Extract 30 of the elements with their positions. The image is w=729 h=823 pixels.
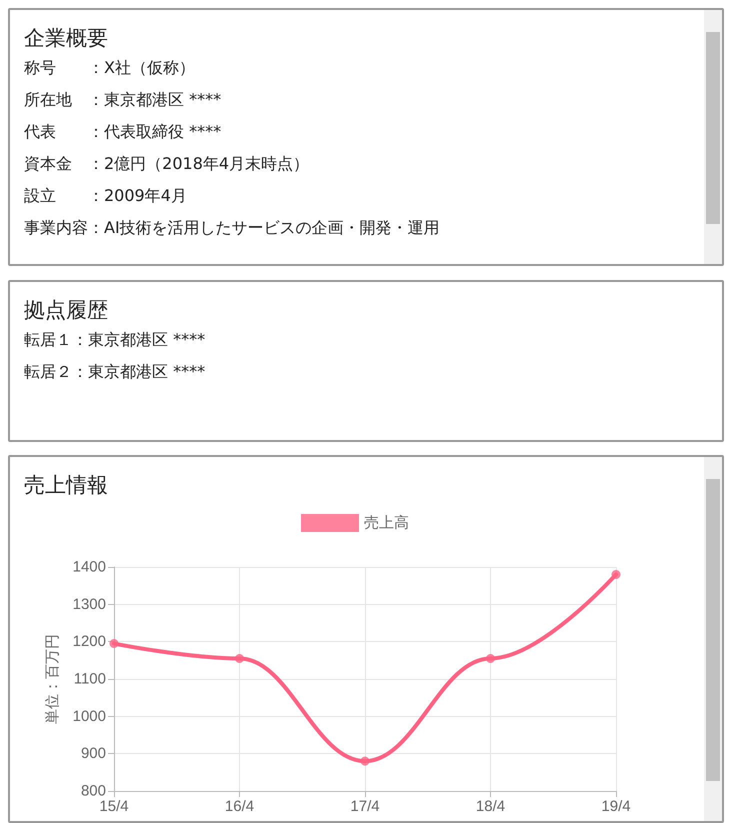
x-tick-label: 16/4 [224,798,254,815]
text: 資本金 ：2億円（2018年4月末時点） [23,153,310,175]
legend-label: 売上高 [364,514,409,532]
text: 称号 ：X社（仮称） [23,57,196,79]
y-tick-label: 1300 [72,596,106,613]
y-tick-label: 800 [80,782,106,800]
y-tick-label: 900 [80,745,106,762]
x-tick-label: 19/4 [601,798,631,815]
text: 所在地 ：東京都港区 **** [23,89,222,111]
point [612,570,620,579]
point [486,654,495,663]
y-tick-label: 1000 [72,708,106,725]
point [235,654,244,663]
x-tick-label: 15/4 [99,798,129,815]
y-tick-label: 1400 [72,558,106,576]
text: 設立 ：2009年4月 [23,185,188,207]
y-axis-title: 単位：百万円 [44,634,61,724]
text: 拠点履歴 [23,297,109,324]
text: 企業概要 [23,25,109,52]
y-tick-label: 1200 [72,633,106,650]
x-tick-label: 18/4 [476,798,506,815]
text: 代表 ：代表取締役 **** [23,121,222,143]
x-tick-label: 17/4 [350,798,380,815]
point [360,756,370,766]
point [110,639,118,648]
text: 転居２：東京都港区 **** [23,361,206,383]
text: 事業内容：AI技術を活用したサービスの企画・開発・運用 [23,217,441,239]
chart-title: 売上情報 [23,472,109,499]
y-tick-label: 1100 [74,670,106,688]
text: 転居１：東京都港区 **** [23,329,206,351]
